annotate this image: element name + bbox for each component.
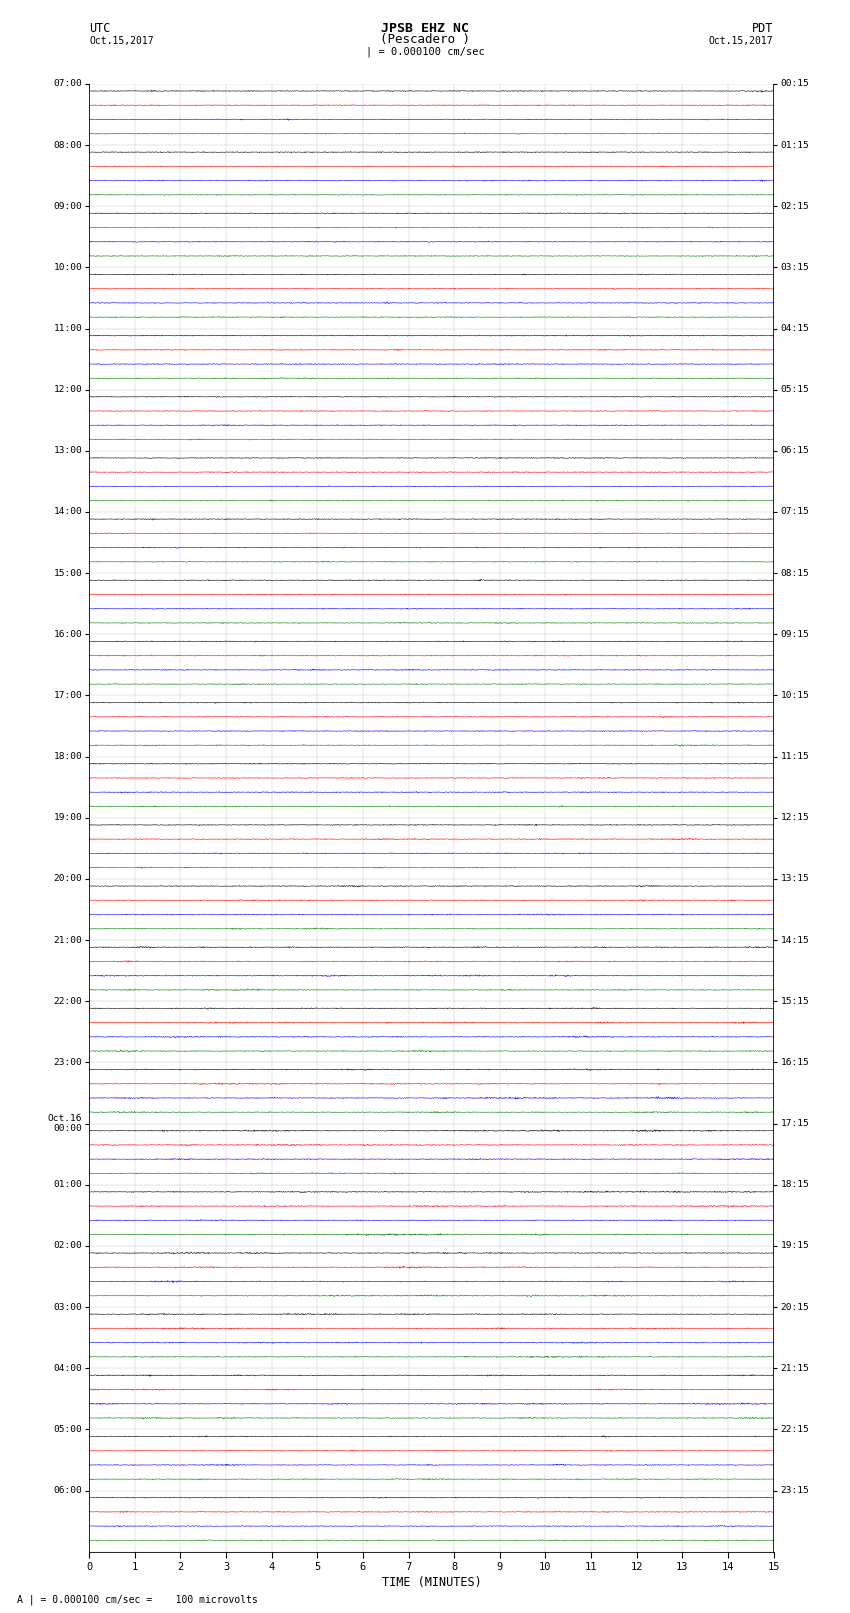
Text: | = 0.000100 cm/sec: | = 0.000100 cm/sec bbox=[366, 47, 484, 58]
Text: JPSB EHZ NC: JPSB EHZ NC bbox=[381, 21, 469, 35]
Text: Oct.15,2017: Oct.15,2017 bbox=[709, 35, 774, 45]
Text: Oct.15,2017: Oct.15,2017 bbox=[89, 35, 154, 45]
Text: UTC: UTC bbox=[89, 21, 110, 35]
X-axis label: TIME (MINUTES): TIME (MINUTES) bbox=[382, 1576, 481, 1589]
Text: (Pescadero ): (Pescadero ) bbox=[380, 32, 470, 45]
Text: A | = 0.000100 cm/sec =    100 microvolts: A | = 0.000100 cm/sec = 100 microvolts bbox=[17, 1594, 258, 1605]
Text: PDT: PDT bbox=[752, 21, 774, 35]
